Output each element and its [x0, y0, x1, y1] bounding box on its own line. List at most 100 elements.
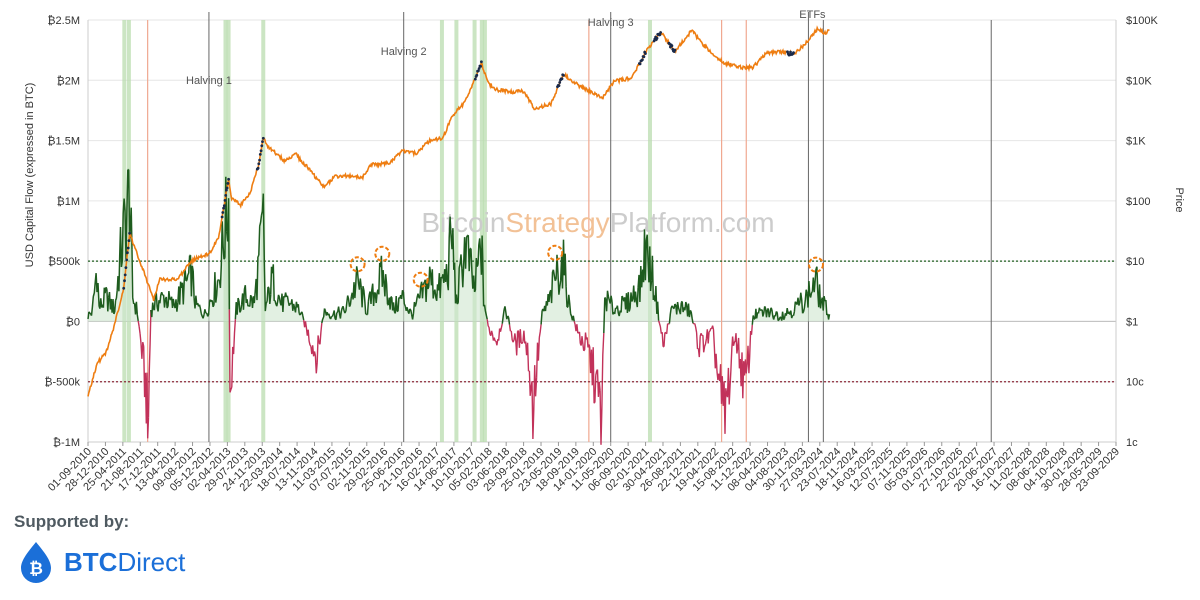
- price-peak-dot: [225, 186, 229, 190]
- y-right-tick-label: $1K: [1126, 136, 1146, 148]
- price-peak-dot: [123, 273, 127, 277]
- x-axis: 01-09-201028-12-201025-04-201121-08-2011…: [46, 442, 1122, 494]
- flow-positive-line: [87, 168, 831, 334]
- y-right-tick-label: $10: [1126, 256, 1144, 268]
- price-peak-dot: [226, 182, 230, 185]
- supported-by-label: Supported by:: [14, 512, 130, 531]
- price-peak-dot: [127, 239, 131, 243]
- price-peak-dot: [473, 77, 477, 81]
- price-peak-dot: [659, 31, 662, 34]
- event-band: [647, 20, 652, 442]
- price-series: [87, 25, 830, 397]
- price-peak-dot: [261, 136, 265, 140]
- price-peak-dot: [124, 266, 128, 269]
- price-peak-dot: [128, 231, 132, 235]
- btcdirect-logo: ₿ BTC Direct: [18, 540, 185, 584]
- highlight-circle: [374, 245, 391, 262]
- price-peak-dot: [475, 73, 479, 77]
- highlight-circles: [349, 244, 824, 288]
- y-right-tick-label: 10c: [1126, 377, 1144, 389]
- y-right-tick-label: $100: [1126, 196, 1150, 208]
- price-peak-dot: [673, 48, 677, 52]
- price-peak-dot: [220, 215, 224, 219]
- y-left-tick-label: ₿2M: [57, 75, 80, 87]
- price-peak-dot: [477, 67, 481, 70]
- price-peak-dot: [557, 84, 561, 87]
- watermark: BitcoinStrategyPlatform.com: [421, 207, 774, 238]
- price-peak-dot: [658, 33, 662, 37]
- y-left-tick-label: ₿2.5M: [47, 15, 80, 27]
- chart: BitcoinStrategyPlatform.com Halving 1Hal…: [24, 9, 1185, 494]
- y-axis-left-title: USD Capital Flow (expressed in BTC): [24, 83, 36, 268]
- price-peak-dot: [792, 51, 795, 55]
- price-peak-dot: [642, 55, 646, 59]
- price-peak-dot: [258, 158, 261, 162]
- price-peak-dot: [638, 62, 642, 66]
- price-peak-dot: [560, 77, 564, 81]
- price-peak-dot: [223, 199, 227, 202]
- y-right-tick-label: $100K: [1126, 15, 1158, 27]
- price-peak-dot: [477, 69, 480, 73]
- y-axis-right: $100K $10K $1K $100 $10 $1 10c 1c: [1126, 15, 1158, 449]
- price-peak-dot: [260, 144, 264, 148]
- price-peak-dot: [227, 177, 231, 181]
- price-peak-dot: [655, 36, 659, 40]
- price-peak-dot: [122, 286, 126, 290]
- y-right-tick-label: $10K: [1126, 75, 1152, 87]
- event-annotations: Halving 1 Halving 2 Halving 3 ETFs: [186, 9, 826, 87]
- y-right-tick-label: 1c: [1126, 437, 1138, 449]
- brand-name-direct: Direct: [117, 546, 186, 577]
- watermark-part-2: Strategy: [505, 207, 609, 238]
- event-band: [454, 20, 459, 442]
- event-band: [479, 20, 484, 442]
- highlight-circle: [808, 256, 824, 273]
- y-left-tick-label: ₿500k: [48, 256, 80, 268]
- price-peak-dot: [644, 52, 647, 55]
- brand-name-btc: BTC: [64, 546, 118, 577]
- watermark-part-3: Platform.com: [610, 207, 775, 238]
- y-left-tick-label: ₿0: [66, 316, 80, 328]
- price-peak-dot: [641, 58, 644, 62]
- event-label: Halving 3: [588, 17, 634, 29]
- price-peak-dot: [479, 65, 482, 68]
- price-peak-dot: [261, 140, 264, 144]
- price-peak-dot: [257, 162, 261, 166]
- y-right-tick-label: $1: [1126, 316, 1138, 328]
- bitcoin-drop-icon: ₿: [21, 542, 51, 583]
- price-peak-dot: [480, 60, 483, 64]
- capital-flow-series: [87, 168, 831, 445]
- price-peak-dot: [670, 44, 674, 48]
- y-axis-right-title: Price: [1173, 187, 1185, 212]
- price-peak-dot: [224, 194, 228, 197]
- event-label: Halving 1: [186, 75, 232, 87]
- price-peak-dot: [562, 74, 565, 77]
- event-band: [439, 20, 444, 442]
- price-peak-dot: [126, 251, 129, 255]
- price-line: [87, 25, 830, 397]
- price-peak-dot: [222, 204, 226, 208]
- event-label: Halving 2: [381, 46, 427, 58]
- y-axis-left: ₿2.5M ₿2M ₿1.5M ₿1M ₿500k ₿0 ₿-500k ₿-1M: [44, 15, 80, 449]
- price-peak-dot: [123, 279, 126, 283]
- price-peak-dot: [256, 166, 260, 170]
- price-peak-dot: [225, 188, 228, 192]
- highlight-circle: [412, 271, 429, 288]
- price-peak-dot: [222, 206, 226, 210]
- y-left-tick-label: ₿1M: [57, 196, 80, 208]
- price-peak-dot: [126, 246, 130, 250]
- y-left-tick-label: ₿1.5M: [47, 136, 80, 148]
- watermark-part-1: Bitcoin: [421, 207, 505, 238]
- price-peak-dot: [258, 153, 262, 156]
- event-label: ETFs: [799, 9, 826, 21]
- highlight-circle: [547, 244, 564, 261]
- y-left-tick-label: ₿-1M: [53, 437, 80, 449]
- flow-negative-line: [137, 309, 753, 445]
- highlight-circle: [349, 256, 366, 273]
- price-peak-dot: [125, 258, 129, 262]
- price-peak-dot: [789, 50, 792, 54]
- price-peak-dot: [558, 81, 562, 84]
- price-peak-dot: [221, 211, 225, 214]
- price-peak-dot: [259, 149, 263, 153]
- y-left-tick-label: ₿-500k: [44, 377, 80, 389]
- svg-text:₿: ₿: [29, 559, 43, 578]
